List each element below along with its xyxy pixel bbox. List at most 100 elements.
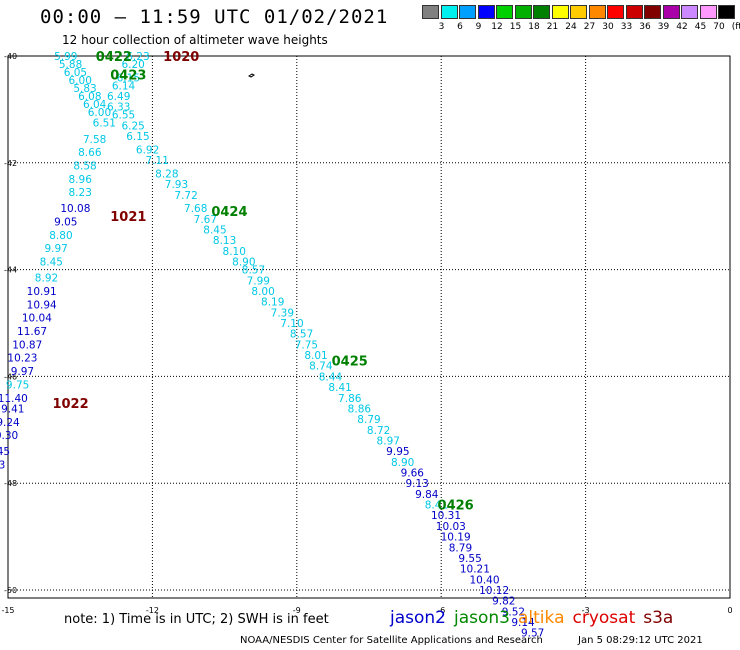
wave-height-value: 6.00 [88, 107, 111, 119]
wave-height-value: 9.05 [54, 217, 77, 229]
legend-label: 18 [528, 22, 540, 32]
wave-height-value: 8.00 [251, 286, 274, 298]
satellite-name: altika [518, 608, 565, 628]
wave-height-value: 8.58 [73, 160, 96, 172]
wave-height-value: 11.67 [17, 326, 47, 338]
wave-height-value: 10.87 [12, 339, 42, 351]
wave-height-value: 11.40 [0, 393, 28, 405]
legend-swatch [644, 5, 661, 19]
lat-tick-label: -48 [4, 479, 17, 488]
wave-height-value: 9.75 [6, 379, 29, 391]
legend-swatch [570, 5, 587, 19]
satellite-name: cryosat [572, 608, 636, 628]
lon-tick-label: -9 [293, 606, 301, 615]
legend-label: 27 [583, 22, 596, 32]
wave-height-value: 9.95 [386, 446, 409, 458]
wave-height-value: 8.79 [449, 542, 472, 554]
legend-label: 70 [713, 22, 725, 32]
wave-height-value: 9.55 [458, 553, 481, 565]
legend-swatch [588, 5, 606, 19]
wave-height-value: 8.10 [223, 246, 246, 258]
pass-time-label: 1022 [52, 397, 88, 412]
legend-swatch [551, 5, 569, 19]
legend-label: 12 [491, 22, 503, 32]
wave-height-value: 7.10 [280, 318, 303, 330]
legend-swatch [514, 5, 532, 19]
wave-height-value: 8.90 [391, 457, 414, 469]
lon-tick-label: 0 [727, 606, 732, 615]
wave-height-value: 6.55 [112, 110, 135, 122]
units-note: note: 1) Time is in UTC; 2) SWH is in fe… [64, 612, 329, 627]
wave-height-value: 7.68 [184, 203, 207, 215]
legend-swatch [459, 5, 476, 19]
wave-height-value: 6.14 [112, 80, 136, 92]
lon-tick-label: -15 [1, 606, 14, 615]
legend-label: 45 [694, 22, 707, 32]
legend-label: 9 [475, 22, 482, 32]
wave-height-value: 8.44 [319, 371, 343, 383]
legend-swatch [477, 5, 495, 19]
wave-height-value: 6.08 [78, 91, 101, 103]
wave-height-value: 8.79 [357, 414, 380, 426]
wave-height-value: 9.84 [415, 489, 439, 501]
wave-height-value: 8.66 [78, 147, 102, 159]
wave-height-value: 6.23 [126, 51, 149, 63]
wave-height-value: 10.31 [431, 510, 461, 522]
wave-height-value: 9.52 [502, 606, 525, 618]
wave-height-value: 8.97 [377, 435, 400, 447]
legend-swatch [662, 5, 680, 19]
wave-height-value: 7.39 [271, 307, 294, 319]
legend-swatch [533, 5, 550, 19]
wave-height-value: 6.49 [107, 91, 130, 103]
wave-height-value: 6.04 [83, 99, 107, 111]
wave-height-value: 6.05 [64, 67, 87, 79]
wave-height-value: 10.04 [22, 313, 52, 325]
legend-unit: (ft) [731, 22, 740, 32]
credit-line: NOAA/NESDIS Center for Satellite Applica… [240, 635, 543, 646]
wave-height-value: 8.96 [69, 174, 93, 186]
wave-height-value: 8.72 [367, 425, 390, 437]
legend-swatch [496, 5, 513, 19]
lat-tick-label: -50 [4, 586, 17, 595]
legend-label: 36 [639, 22, 651, 32]
satellite-name: jason2 [390, 608, 446, 628]
satellite-name: jason3 [454, 608, 510, 628]
pass-time-label: 1020 [163, 50, 199, 65]
lat-tick-label: -42 [4, 159, 17, 168]
wave-height-value: 9.14 [511, 617, 535, 629]
wave-height-value: 10.23 [7, 353, 37, 365]
wave-height-value: 8.13 [213, 235, 236, 247]
wave-height-value: 6.25 [121, 120, 144, 132]
pass-time-label: 0422 [96, 50, 132, 65]
page-title: 00:00 – 11:59 UTC 01/02/2021 [40, 6, 389, 28]
wave-height-value: 8.01 [304, 350, 327, 362]
wave-height-value: 8.41 [425, 500, 448, 512]
wave-height-value: 7.11 [146, 155, 169, 167]
legend-swatch [699, 5, 717, 19]
legend-label: 30 [602, 22, 614, 32]
wave-height-value: 8.90 [232, 257, 255, 269]
legend-swatch [681, 5, 698, 19]
wave-height-value: 8.92 [35, 273, 58, 285]
wave-height-value: 6.33 [107, 102, 130, 114]
legend-label: 39 [657, 22, 670, 32]
wave-height-value: 6.51 [93, 118, 116, 130]
wave-height-value: 5.88 [59, 59, 82, 71]
legend-label: 6 [457, 22, 463, 32]
legend-swatch [422, 5, 439, 19]
wave-height-value: 7.99 [247, 275, 270, 287]
satellite-legend: jason2 jason3 altika cryosat s3a [390, 608, 681, 628]
wave-height-value: 10.12 [479, 585, 509, 597]
lon-tick-label: -12 [146, 606, 159, 615]
legend-label: 42 [676, 22, 688, 32]
lon-tick-label: -6 [437, 606, 445, 615]
wave-height-value: 8.45 [203, 225, 226, 237]
wave-height-value: 10.21 [460, 564, 490, 576]
wave-height-value: 7.86 [338, 393, 362, 405]
wave-height-value: 8.45 [40, 257, 63, 269]
wave-height-value: 9.24 [0, 417, 20, 429]
wave-height-value: 10.19 [441, 532, 471, 544]
page-subtitle: 12 hour collection of altimeter wave hei… [62, 33, 328, 47]
lon-tick-label: -3 [582, 606, 590, 615]
